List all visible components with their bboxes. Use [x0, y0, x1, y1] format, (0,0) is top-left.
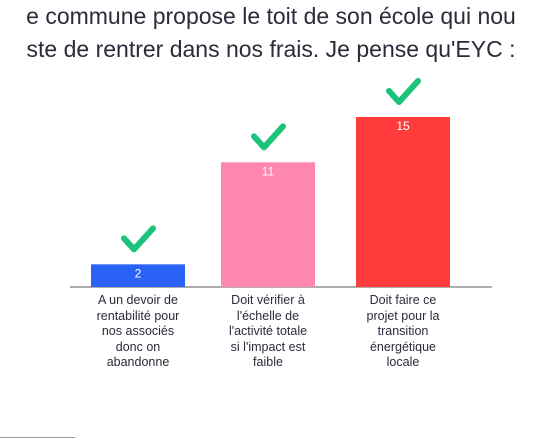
category-label-line: Doit vérifier à	[231, 293, 305, 307]
category-label-line: abandonne	[106, 355, 170, 369]
category-label-line: faible	[253, 355, 283, 369]
title-line-1: e commune propose le toit de son école q…	[26, 3, 516, 29]
category-label-line: énergétique	[369, 339, 437, 354]
category-label-line: nos associés	[101, 324, 175, 338]
bar-value-label-3: 15	[396, 119, 410, 133]
category-label-line: donc on	[115, 339, 161, 354]
bar-value-label-1: 2	[135, 266, 142, 280]
category-label-line: locale	[386, 355, 420, 369]
check-icon	[386, 78, 421, 105]
category-label-1: A un devoir de rentabilité pour nos associ…	[78, 293, 198, 371]
category-label-line: transition	[377, 324, 429, 338]
check-icon	[251, 123, 286, 151]
check-icon	[121, 225, 156, 253]
chart-title: e commune propose le toit de son école q…	[0, 0, 542, 66]
category-label-line: si l'impact est	[230, 339, 306, 354]
category-label-line: l'activité totale	[228, 324, 308, 338]
footer-divider	[0, 437, 75, 438]
category-label-line: projet pour la	[366, 308, 440, 323]
bar-3	[356, 117, 450, 287]
category-label-line: rentabilité pour	[96, 308, 180, 323]
category-label-line: Doit faire ce	[369, 293, 437, 307]
category-label-line: l'échelle de	[236, 308, 300, 323]
title-line-2: ste de rentrer dans nos frais. Je pense …	[26, 36, 516, 62]
category-label-line: A un devoir de	[98, 293, 178, 307]
bar-2	[221, 162, 315, 287]
bar-value-label-2: 11	[262, 164, 275, 178]
category-label-2: Doit vérifier à l'échelle de l'activité to…	[208, 293, 328, 371]
category-label-3: Doit faire ce projet pour la transition éne…	[343, 293, 463, 371]
bar-1	[91, 264, 185, 287]
